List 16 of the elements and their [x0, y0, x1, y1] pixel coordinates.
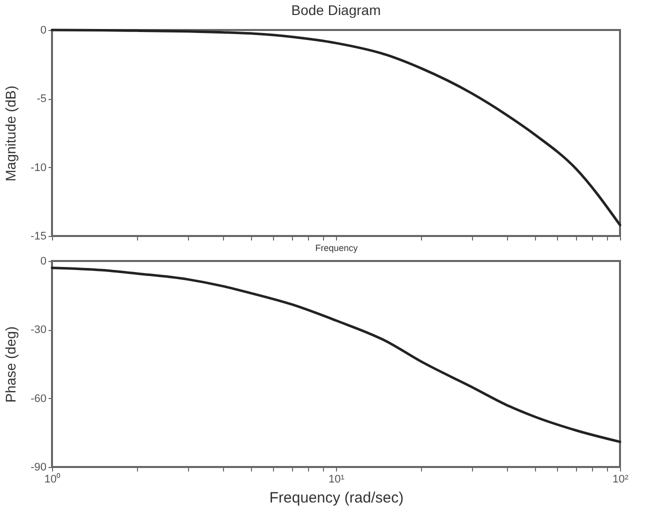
y-tick-label: 0	[40, 24, 46, 36]
y-axis-title: Magnitude (dB)	[2, 86, 19, 182]
y-tick-label: 0	[40, 256, 46, 268]
y-tick-label: -90	[30, 462, 46, 474]
y-tick-label: -30	[30, 324, 46, 336]
y-tick-label: -15	[30, 230, 46, 242]
y-tick-label: -10	[30, 162, 46, 174]
x-tick-label: 10⁰	[44, 472, 61, 486]
x-tick-label: 10¹	[328, 474, 345, 486]
x-axis-title: Frequency (rad/sec)	[269, 490, 404, 506]
x-tick-label: 10²	[612, 474, 629, 486]
y-axis-title: Phase (deg)	[2, 326, 19, 403]
x-axis-title: Frequency	[315, 243, 358, 253]
y-tick-label: -60	[30, 392, 46, 405]
y-tick-label: -5	[36, 93, 46, 106]
chart-title: Bode Diagram	[291, 2, 381, 18]
